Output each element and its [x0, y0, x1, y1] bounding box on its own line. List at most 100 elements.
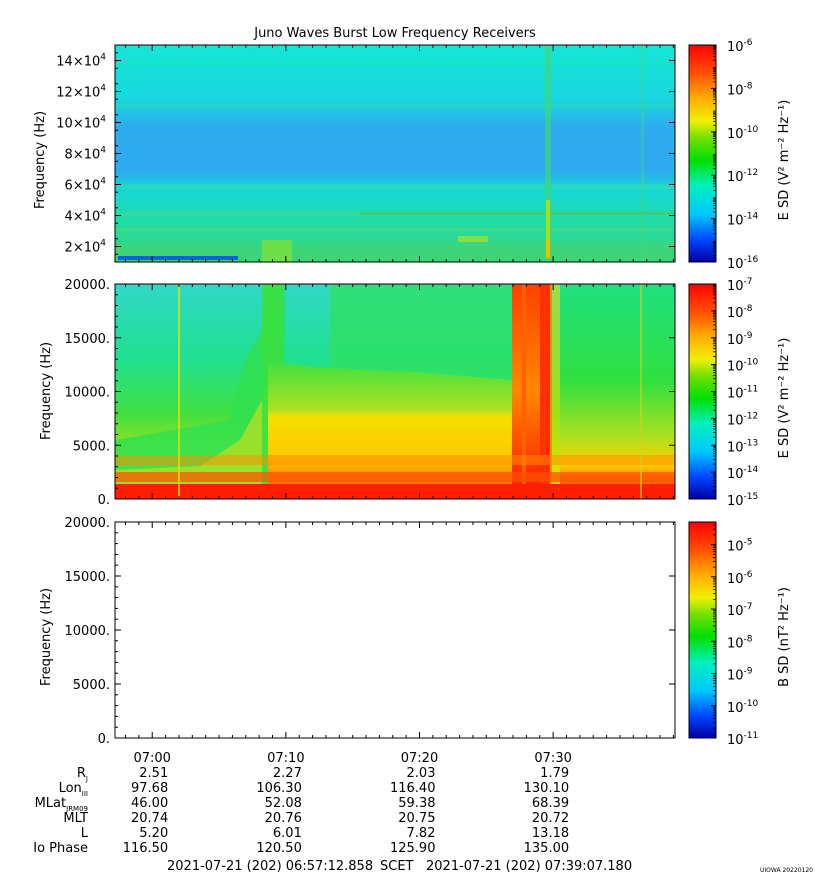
ephemeris-row-sub: J [85, 775, 88, 783]
time-label: 07:20 [401, 751, 438, 766]
ephemeris-value: 6.01 [273, 826, 302, 841]
colorbar-tick-label: 10-7 [727, 602, 753, 619]
colorbar-tick-label: 10-6 [727, 38, 753, 55]
middle-y-label: Frequency (Hz) [39, 342, 54, 440]
ephemeris-row-sub: JRM09 [65, 805, 88, 813]
ephemeris-value: 13.18 [532, 826, 569, 841]
ephemeris-value: 2.03 [407, 766, 436, 781]
y-tick-label: 8×104 [65, 146, 107, 163]
y-tick-label: 10000. [65, 624, 111, 639]
bottom-colorbar-label: B SD (nT² Hz⁻¹) [777, 587, 792, 687]
colorbar-tick-label: 10-6 [727, 570, 753, 587]
colorbar-tick-label: 10-11 [727, 731, 758, 748]
colorbar-tick-label: 10-9 [727, 667, 753, 684]
colorbar-tick-label: 10-14 [727, 212, 759, 229]
ephemeris-value: 46.00 [131, 796, 168, 811]
ephemeris-value: 125.90 [390, 841, 436, 856]
ephemeris-row-label: LonIII [59, 781, 88, 798]
ephemeris-value: 7.82 [407, 826, 436, 841]
bottom-colorbar [688, 521, 717, 739]
ephemeris-value: 2.27 [273, 766, 302, 781]
colorbar-tick-label: 10-11 [727, 385, 758, 402]
ephemeris-row-label: MLT [63, 811, 88, 826]
colorbar-tick-label: 10-13 [727, 438, 758, 455]
top-colorbar-ticks: 10-6 10-8 10-10 10-12 10-14 10-16 [711, 38, 759, 272]
ephemeris-value: 59.38 [398, 796, 435, 811]
ephemeris-value: 20.75 [398, 811, 435, 826]
y-tick-label: 10000. [65, 386, 111, 401]
colorbar-tick-label: 10-14 [727, 465, 759, 482]
bottom-colorbar-ticks: 10-5 10-6 10-7 10-8 10-9 10-10 10-11 [711, 521, 759, 748]
footer-start-time: 2021-07-21 (202) 06:57:12.858 [167, 859, 373, 874]
y-tick-label: 5000. [73, 678, 110, 693]
ephemeris-table: RJ 2.51 2.27 2.03 1.79 LonIII 97.68 106.30 116.4… [33, 766, 569, 856]
ephemeris-row-label: Io Phase [33, 841, 88, 856]
ephemeris-value: 20.76 [265, 811, 302, 826]
ephemeris-value: 116.50 [123, 841, 169, 856]
y-tick-label: 20000. [65, 278, 111, 293]
top-colorbar-label: E SD (V² m⁻² Hz⁻¹) [777, 100, 792, 221]
middle-colorbar-ticks: 10-7 10-8 10-9 10-10 10-11 10-12 10-13 10-14 10-… [711, 277, 759, 509]
y-tick-label: 5000. [73, 439, 110, 454]
middle-y-axis: 0. 5000. 10000. 15000. 20000. [65, 278, 675, 508]
y-tick-label: 15000. [65, 570, 111, 585]
ephemeris-value: 52.08 [265, 796, 302, 811]
ephemeris-value: 135.00 [524, 841, 570, 856]
top-y-axis: 2×104 4×104 6×104 8×104 10×104 12×104 14×104 [56, 52, 675, 256]
time-label: 07:10 [267, 751, 304, 766]
footer-end-time: 2021-07-21 (202) 07:39:07.180 [426, 859, 632, 874]
y-tick-label: 20000. [65, 516, 111, 531]
ephemeris-value: 20.72 [532, 811, 569, 826]
y-tick-label: 12×104 [56, 84, 106, 101]
colorbar-tick-label: 10-10 [727, 699, 759, 716]
time-label: 07:30 [534, 751, 571, 766]
time-axis-labels: 07:00 07:10 07:20 07:30 [133, 751, 571, 766]
colorbar-tick-label: 10-10 [727, 358, 759, 375]
ephemeris-value: 20.74 [131, 811, 168, 826]
ephemeris-value: 116.40 [390, 781, 436, 796]
ephemeris-value: 1.79 [540, 766, 569, 781]
colorbar-tick-label: 10-7 [727, 277, 753, 294]
colorbar-tick-label: 10-16 [727, 255, 759, 272]
y-tick-label: 2×104 [65, 239, 107, 256]
ephemeris-value: 2.51 [139, 766, 168, 781]
colorbar-tick-label: 10-12 [727, 411, 758, 428]
y-tick-label: 14×104 [56, 53, 106, 70]
y-tick-label: 0. [98, 732, 110, 747]
ephemeris-value: 97.68 [131, 781, 168, 796]
panel-bottom: 0. 5000. 10000. 15000. 20000. Frequency (Hz)… [39, 516, 792, 748]
y-tick-label: 15000. [65, 332, 111, 347]
ephemeris-value: 130.10 [524, 781, 570, 796]
y-tick-label: 0. [98, 493, 110, 508]
ephemeris-row-label: RJ [77, 766, 88, 783]
colorbar-tick-label: 10-10 [727, 125, 759, 142]
middle-colorbar-label: E SD (V² m⁻² Hz⁻¹) [777, 338, 792, 459]
ephemeris-value: 68.39 [532, 796, 569, 811]
ephemeris-row-label: L [81, 826, 89, 841]
spectrogram-top [115, 45, 675, 262]
colorbar-tick-label: 10-8 [727, 634, 753, 651]
colorbar-tick-label: 10-15 [727, 492, 758, 509]
footer-stamp: UIOWA 20220120 [760, 867, 813, 874]
colorbar-tick-label: 10-5 [727, 538, 753, 555]
bottom-y-axis: 0. 5000. 10000. 15000. 20000. [65, 516, 675, 747]
panel-top: 2×104 4×104 6×104 8×104 10×104 12×104 14×104 F… [33, 38, 792, 272]
ephemeris-row-sub: III [82, 790, 88, 798]
colorbar-tick-label: 10-8 [727, 304, 753, 321]
top-y-label: Frequency (Hz) [33, 111, 48, 209]
time-label: 07:00 [133, 751, 170, 766]
y-tick-label: 10×104 [56, 115, 106, 132]
ephemeris-value: 120.50 [256, 841, 302, 856]
time-axis-ticks [124, 45, 674, 738]
y-tick-label: 6×104 [65, 177, 107, 194]
colorbar-tick-label: 10-8 [727, 81, 753, 98]
bottom-y-label: Frequency (Hz) [39, 588, 54, 686]
colorbar-tick-label: 10-9 [727, 331, 753, 348]
y-tick-label: 4×104 [65, 208, 107, 225]
figure-title: Juno Waves Burst Low Frequency Receivers [253, 26, 536, 41]
ephemeris-value: 5.20 [139, 826, 168, 841]
top-colorbar [688, 44, 717, 263]
spectrogram-bottom [114, 521, 676, 739]
footer-scet-label: SCET [380, 859, 414, 874]
